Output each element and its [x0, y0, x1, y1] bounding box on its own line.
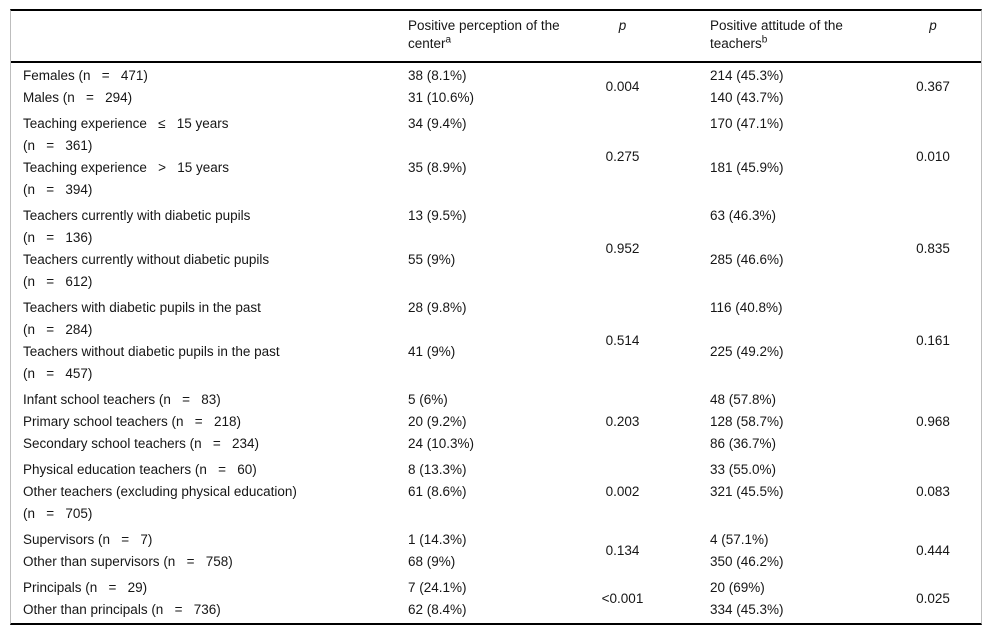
footnote-marker-a: a [445, 34, 452, 46]
perception-value: 55 (9%) [408, 252, 456, 267]
perception-value: 13 (9.5%) [408, 208, 467, 223]
p-value-perception: 0.134 [605, 543, 640, 558]
row-group-principals: Principals (n = 29) 7 (24.1%) 20 (69%) O… [11, 575, 981, 623]
row-group-gender: Females (n = 471) 38 (8.1%) 214 (45.3%) … [11, 63, 981, 111]
p-value-attitude: 0.968 [916, 414, 950, 429]
footnote-marker-b: b [761, 34, 768, 46]
attitude-value: 321 (45.5%) [710, 484, 784, 499]
perception-value: 5 (6%) [408, 392, 448, 407]
row-label: Teaching experience > 15 years (n = 394) [23, 160, 230, 197]
perception-value: 35 (8.9%) [408, 160, 467, 175]
attitude-value: 350 (46.2%) [710, 554, 784, 569]
row-label: Principals (n = 29) [23, 580, 148, 595]
perception-value: 61 (8.6%) [408, 484, 467, 499]
header-attitude-text: Positive attitude of the teachers [710, 18, 843, 51]
attitude-value: 285 (46.6%) [710, 252, 784, 267]
p-value-attitude: 0.835 [916, 241, 950, 256]
perception-value: 28 (9.8%) [408, 300, 467, 315]
perception-value: 8 (13.3%) [408, 462, 467, 477]
attitude-value: 4 (57.1%) [710, 532, 769, 547]
attitude-value: 128 (58.7%) [710, 414, 784, 429]
attitude-value: 181 (45.9%) [710, 160, 784, 175]
attitude-value: 20 (69%) [710, 580, 765, 595]
attitude-value: 214 (45.3%) [710, 68, 784, 83]
p-value-attitude: 0.010 [916, 149, 950, 164]
row-group-current-diabetic-pupils: Teachers currently with diabetic pupils … [11, 203, 981, 295]
row-group-school-level: Infant school teachers (n = 83) 5 (6%) 4… [11, 387, 981, 457]
p-value-attitude: 0.367 [916, 79, 950, 94]
row-label: Teachers without diabetic pupils in the … [23, 344, 280, 381]
table-header: Positive perception of the centera p Pos… [11, 11, 981, 63]
attitude-value: 63 (46.3%) [710, 208, 777, 223]
attitude-value: 116 (40.8%) [710, 300, 783, 315]
row-label: Females (n = 471) [23, 68, 148, 83]
perception-value: 41 (9%) [408, 344, 456, 359]
p-value-perception: 0.952 [605, 241, 640, 256]
attitude-value: 334 (45.3%) [710, 602, 784, 617]
row-label: Teachers with diabetic pupils in the pas… [23, 300, 261, 337]
row-label: Primary school teachers (n = 218) [23, 414, 241, 429]
p-value-perception: 0.002 [605, 484, 640, 499]
row-group-experience: Teaching experience ≤ 15 years (n = 361)… [11, 111, 981, 203]
attitude-value: 33 (55.0%) [710, 462, 777, 477]
header-p-perception: p [618, 18, 627, 33]
row-label: Other than principals (n = 736) [23, 602, 221, 617]
attitude-value: 86 (36.7%) [710, 436, 777, 451]
perception-value: 1 (14.3%) [408, 532, 467, 547]
p-value-perception: <0.001 [601, 591, 644, 606]
row-label: Other teachers (excluding physical educa… [23, 484, 297, 521]
attitude-value: 225 (49.2%) [710, 344, 784, 359]
p-value-perception: 0.275 [605, 149, 640, 164]
row-label: Males (n = 294) [23, 90, 133, 105]
row-label: Teachers currently with diabetic pupils … [23, 208, 251, 245]
row-group-past-diabetic-pupils: Teachers with diabetic pupils in the pas… [11, 295, 981, 387]
header-perception-text: Positive perception of the center [408, 18, 560, 51]
attitude-value: 140 (43.7%) [710, 90, 784, 105]
row-label: Secondary school teachers (n = 234) [23, 436, 260, 451]
p-value-attitude: 0.025 [916, 591, 950, 606]
perception-value: 31 (10.6%) [408, 90, 475, 105]
row-label: Teachers currently without diabetic pupi… [23, 252, 270, 289]
row-label: Other than supervisors (n = 758) [23, 554, 233, 569]
attitude-value: 170 (47.1%) [710, 116, 784, 131]
perception-value: 7 (24.1%) [408, 580, 467, 595]
p-value-perception: 0.203 [605, 414, 640, 429]
p-value-attitude: 0.083 [916, 484, 950, 499]
perception-value: 62 (8.4%) [408, 602, 467, 617]
p-value-perception: 0.514 [605, 333, 640, 348]
attitude-value: 48 (57.8%) [710, 392, 777, 407]
header-perception: Positive perception of the centera [408, 17, 585, 53]
header-attitude: Positive attitude of the teachersb [660, 17, 885, 53]
row-label: Physical education teachers (n = 60) [23, 462, 257, 477]
perception-value: 68 (9%) [408, 554, 456, 569]
row-group-supervisors: Supervisors (n = 7) 1 (14.3%) 4 (57.1%) … [11, 527, 981, 575]
header-p-attitude: p [929, 18, 937, 33]
p-value-attitude: 0.444 [916, 543, 950, 558]
row-label: Supervisors (n = 7) [23, 532, 153, 547]
perception-value: 38 (8.1%) [408, 68, 467, 83]
row-group-physical-education: Physical education teachers (n = 60) 8 (… [11, 457, 981, 527]
perception-value: 24 (10.3%) [408, 436, 475, 451]
row-label: Teaching experience ≤ 15 years (n = 361) [23, 116, 229, 153]
p-value-perception: 0.004 [605, 79, 640, 94]
p-value-attitude: 0.161 [916, 333, 950, 348]
perception-value: 34 (9.4%) [408, 116, 467, 131]
perception-value: 20 (9.2%) [408, 414, 467, 429]
statistics-table: Positive perception of the centera p Pos… [10, 9, 982, 625]
row-label: Infant school teachers (n = 83) [23, 392, 221, 407]
